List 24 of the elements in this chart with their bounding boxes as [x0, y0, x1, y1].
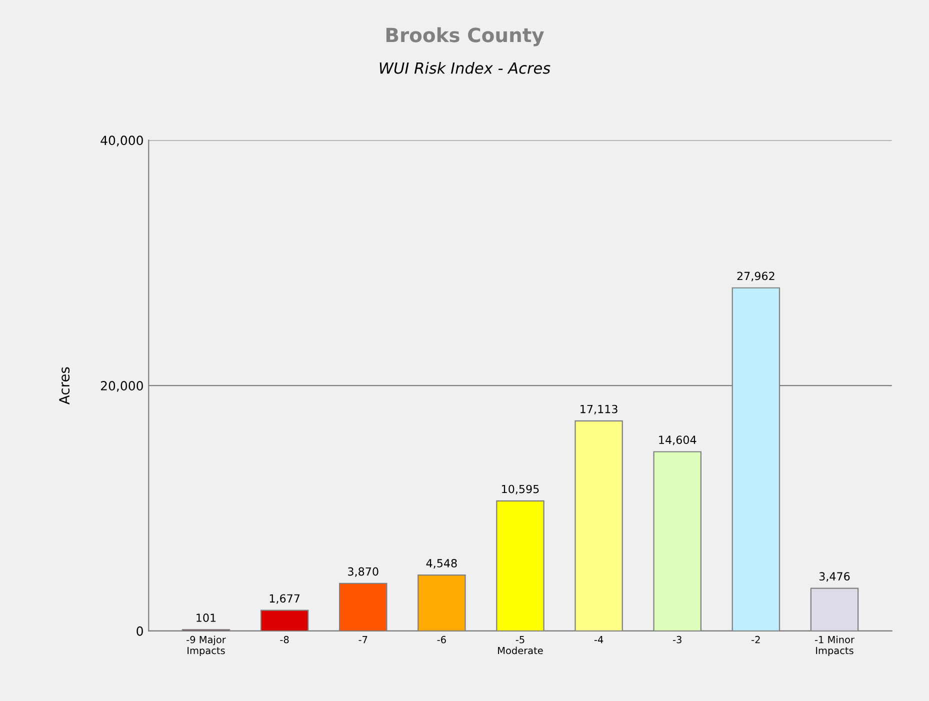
chart-title: Brooks County [386, 27, 544, 46]
y-axis-title: Acres [59, 367, 70, 404]
data-label: 10,595 [502, 484, 539, 494]
data-label: 3,476 [819, 572, 850, 582]
data-label: 17,113 [580, 404, 618, 414]
data-label: 4,548 [426, 558, 457, 569]
x-tick-label: -5 Moderate [498, 636, 543, 654]
x-tick-label: -9 Major Impacts [186, 636, 226, 656]
x-tick-label: -3 [672, 636, 682, 644]
data-label: 3,870 [348, 567, 378, 577]
y-tick-label: 20,000 [100, 381, 143, 392]
x-tick-label: -6 [437, 636, 446, 644]
x-tick-label: -2 [752, 636, 760, 644]
chart-subtitle: WUI Risk Index - Acres [380, 62, 550, 74]
x-tick-label: -7 [358, 636, 368, 644]
y-tick-label: 0 [136, 626, 143, 636]
x-tick-label: -4 [594, 636, 604, 644]
data-label: 14,604 [659, 436, 696, 446]
data-label: 1,677 [270, 594, 300, 604]
y-tick-label: 40,000 [100, 136, 143, 146]
data-label: 101 [196, 614, 216, 622]
data-label: 27,962 [737, 272, 774, 282]
x-tick-label: -1 Minor Impacts [814, 636, 854, 656]
x-tick-label: -8 [280, 636, 289, 644]
